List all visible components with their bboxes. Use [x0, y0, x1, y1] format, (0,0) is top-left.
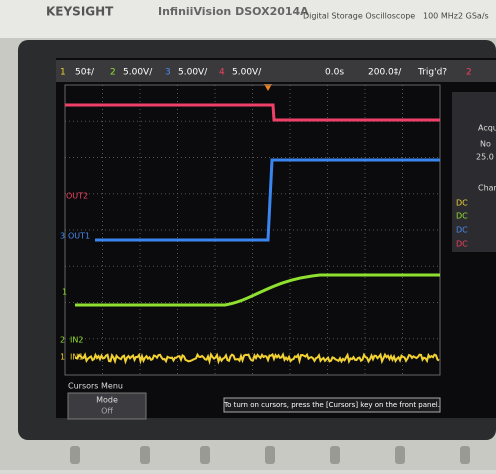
- coupling-3: DC: [456, 226, 468, 235]
- ch2-num: 2: [110, 68, 116, 78]
- ch1-num: 1: [60, 68, 66, 78]
- model: InfiniiVision DSOX2014A: [158, 5, 309, 18]
- out2-label: OUT2: [66, 192, 88, 201]
- softkey-button: [265, 446, 275, 464]
- ch1-scale: 50‡/: [75, 68, 95, 78]
- acquire: Acqu: [478, 124, 496, 133]
- softkey-button: [460, 446, 470, 464]
- in1-marker: 1: [60, 353, 65, 362]
- softkey-button: [140, 446, 150, 464]
- ch3-scale: 5.00V/: [178, 68, 208, 78]
- menu-title: Cursors Menu: [68, 382, 123, 391]
- in1-label: IN1: [70, 353, 83, 362]
- channels: Chan: [478, 184, 496, 193]
- ch2-scale: 5.00V/: [123, 68, 153, 78]
- bandwidth: 100 MHz: [423, 12, 458, 21]
- coupling-4: DC: [456, 240, 468, 249]
- trigger-source: 2: [466, 68, 472, 78]
- description: Digital Storage Oscilloscope: [303, 12, 415, 21]
- mode-label: Mode: [96, 396, 118, 405]
- softkey-button: [70, 446, 80, 464]
- ch4-num: 4: [219, 68, 225, 78]
- time-delay: 0.0s: [325, 68, 344, 78]
- green-marker: 1: [62, 288, 67, 297]
- sample-rate: 2 GSa/s: [458, 12, 489, 21]
- coupling-1: DC: [456, 199, 468, 208]
- message: To turn on cursors, press the [Cursors] …: [223, 401, 440, 409]
- out1-marker: 3: [60, 232, 65, 241]
- ch3-num: 3: [165, 68, 171, 78]
- softkey-button: [330, 446, 340, 464]
- acq-mode: No: [480, 140, 491, 149]
- brand: KEYSIGHT: [46, 5, 114, 19]
- screen: [56, 58, 496, 418]
- coupling-2: DC: [456, 212, 468, 221]
- trigger: Trig'd?: [417, 68, 447, 78]
- scope-photo: KEYSIGHT InfiniiVision DSOX2014A Digital…: [0, 0, 496, 470]
- time-scale: 200.0‡/: [368, 68, 402, 78]
- softkey-button: [200, 446, 210, 464]
- out1-label: OUT1: [68, 232, 90, 241]
- in2-marker: 2: [60, 336, 65, 345]
- mode-value: Off: [101, 407, 113, 416]
- softkey-button: [395, 446, 405, 464]
- acq-rate: 25.0: [476, 153, 494, 162]
- ch4-scale: 5.00V/: [232, 68, 262, 78]
- in2-label: IN2: [70, 336, 83, 345]
- page: KEYSIGHT InfiniiVision DSOX2014A Digital…: [0, 0, 496, 470]
